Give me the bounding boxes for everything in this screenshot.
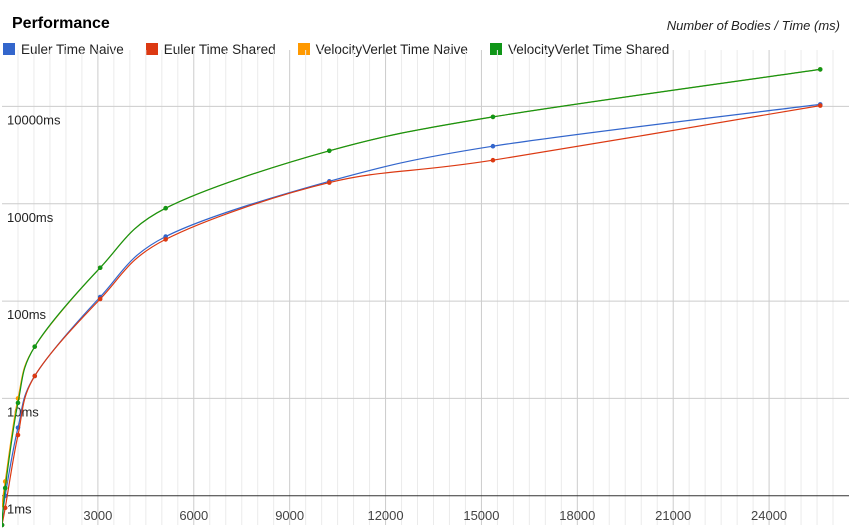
series-line (2, 103, 821, 526)
data-point (32, 373, 38, 379)
legend-swatch (145, 43, 158, 55)
legend-item: Euler Time Shared (145, 41, 276, 57)
data-point (326, 148, 332, 154)
data-point (2, 505, 8, 511)
data-point (490, 143, 496, 149)
series-line (2, 68, 821, 526)
data-point (2, 485, 8, 491)
data-point (490, 114, 496, 120)
x-tick-label: 21000 (655, 508, 691, 523)
y-tick-label: 1ms (7, 502, 32, 517)
x-axis: 3000 6000 9000 12000 15000 18000 21000 24000 (83, 50, 787, 525)
y-tick-label: 1000ms (7, 210, 54, 225)
chart-subtitle: Number of Bodies / Time (ms) (666, 18, 840, 33)
x-tick-label: 15000 (463, 508, 499, 523)
series-velocityverlet-time-shared (2, 67, 823, 528)
data-point (32, 344, 38, 349)
x-tick-label: 12000 (367, 508, 403, 523)
data-point (97, 265, 103, 271)
legend-label: Euler Time Shared (163, 41, 276, 57)
data-point (2, 522, 5, 528)
data-point (163, 205, 168, 211)
legend-label: VelocityVerlet Time Shared (507, 41, 670, 57)
legend-swatch (489, 43, 502, 55)
data-point (326, 180, 332, 185)
series-line (2, 105, 821, 526)
series-velocityverlet-time-naive (2, 67, 823, 508)
data-point (15, 432, 21, 438)
legend-item: VelocityVerlet Time Shared (489, 41, 670, 57)
chart-title: Performance (12, 15, 110, 32)
data-point (490, 157, 496, 163)
x-tick-label: 18000 (559, 508, 595, 523)
data-point (15, 400, 21, 406)
x-tick-label: 6000 (179, 508, 208, 523)
legend-swatch (297, 43, 310, 55)
legend-swatch (3, 43, 15, 55)
data-point (97, 296, 103, 302)
y-tick-label: 10000ms (7, 112, 61, 127)
x-minor-gridlines (17, 50, 834, 525)
data-point (817, 67, 823, 72)
x-tick-label: 9000 (275, 508, 304, 523)
series-line (2, 68, 821, 506)
y-tick-label: 100ms (7, 307, 47, 322)
data-point (817, 103, 823, 108)
x-tick-label: 24000 (751, 508, 787, 523)
series-euler-time-naive (2, 102, 823, 528)
series-euler-time-shared (2, 103, 823, 528)
x-tick-label: 3000 (83, 508, 112, 523)
data-point (163, 237, 168, 242)
